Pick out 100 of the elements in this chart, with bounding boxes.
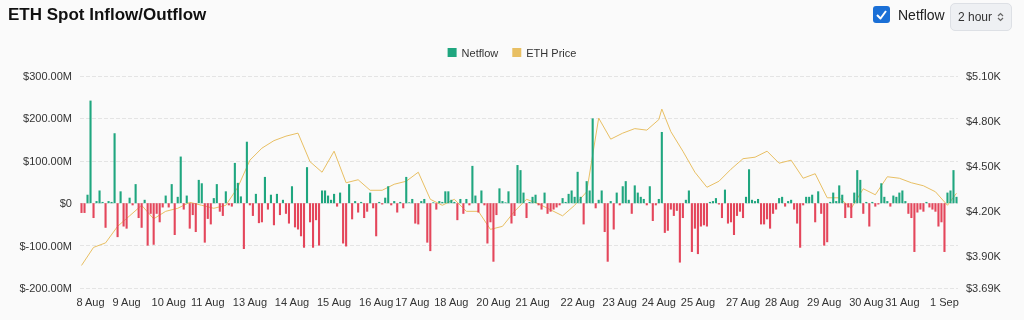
bar xyxy=(919,203,922,210)
bar xyxy=(215,184,218,204)
bar xyxy=(868,203,871,227)
bar xyxy=(952,170,955,204)
bar xyxy=(182,203,185,210)
bar xyxy=(937,203,940,227)
bar xyxy=(775,203,778,210)
bar xyxy=(336,203,339,207)
chart-title: ETH Spot Inflow/Outflow xyxy=(8,5,207,25)
bar xyxy=(405,176,408,204)
bar xyxy=(615,192,618,204)
bar xyxy=(170,184,173,204)
bar xyxy=(146,203,149,246)
x-tick-label: 15 Aug xyxy=(316,295,352,308)
y2-tick-label: $3.90K xyxy=(966,250,1002,263)
bar xyxy=(480,190,483,204)
bar xyxy=(263,176,266,204)
bar xyxy=(612,203,615,230)
bar xyxy=(618,203,621,206)
bar xyxy=(799,203,802,248)
bar xyxy=(92,203,95,219)
bar xyxy=(317,203,321,246)
bar xyxy=(321,190,324,204)
bar xyxy=(826,203,829,243)
bar xyxy=(741,203,745,219)
bar xyxy=(113,133,116,204)
x-tick-label: 23 Aug xyxy=(602,295,637,308)
bar xyxy=(696,203,699,255)
bar xyxy=(224,191,227,204)
bar xyxy=(645,203,648,206)
x-tick-label: 25 Aug xyxy=(680,295,716,308)
bar xyxy=(922,203,925,212)
x-tick-label: 17 Aug xyxy=(395,295,430,308)
bar xyxy=(230,203,233,207)
bar xyxy=(363,203,366,219)
bar xyxy=(747,169,751,204)
bar xyxy=(272,203,275,226)
x-tick-label: 31 Aug xyxy=(885,295,920,308)
bar xyxy=(946,192,949,204)
bar xyxy=(233,162,236,204)
bar xyxy=(714,198,717,204)
bar xyxy=(778,198,781,204)
bar xyxy=(537,203,540,206)
bar xyxy=(856,170,859,204)
bar xyxy=(516,165,519,204)
bar xyxy=(943,203,946,252)
bar xyxy=(179,156,182,204)
y-tick-label: $0 xyxy=(59,197,72,210)
bar xyxy=(251,203,254,216)
x-tick-label: 27 Aug xyxy=(725,295,761,308)
bar xyxy=(651,203,654,222)
bar xyxy=(290,186,294,204)
bar xyxy=(880,183,883,204)
bar xyxy=(194,203,197,233)
bar xyxy=(570,190,573,204)
bar xyxy=(660,131,663,204)
bar xyxy=(293,203,297,228)
bar xyxy=(254,193,257,204)
bar xyxy=(591,118,594,204)
bar xyxy=(351,203,354,220)
y-tick-label: $300.00M xyxy=(23,70,72,82)
bar xyxy=(402,203,405,209)
y-tick-label: $200.00M xyxy=(23,112,72,125)
bar xyxy=(89,100,92,204)
bar xyxy=(357,203,360,213)
bar xyxy=(531,196,534,204)
bar xyxy=(543,192,546,204)
bar xyxy=(125,203,128,229)
y2-tick-label: $4.50K xyxy=(966,160,1002,173)
y2-tick-label: $5.10K xyxy=(966,70,1002,82)
x-tick-label: 11 Aug xyxy=(191,295,225,308)
bar xyxy=(375,203,378,237)
bar xyxy=(823,203,826,246)
bar xyxy=(414,203,417,224)
bar xyxy=(805,196,808,204)
bar xyxy=(687,190,690,204)
x-tick-label: 10 Aug xyxy=(151,295,186,308)
bar xyxy=(726,203,730,224)
bar xyxy=(98,190,101,204)
bar xyxy=(227,203,230,206)
bar xyxy=(342,203,345,244)
x-tick-label: 9 Aug xyxy=(112,295,141,308)
bar xyxy=(200,183,203,204)
bar xyxy=(444,191,447,204)
bar xyxy=(435,203,438,210)
bar xyxy=(257,203,260,224)
bar xyxy=(507,191,510,204)
x-tick-label: 13 Aug xyxy=(232,295,268,308)
bar xyxy=(131,203,134,206)
x-tick-label: 22 Aug xyxy=(560,295,595,308)
bar xyxy=(333,193,336,204)
bar xyxy=(486,203,489,244)
bar xyxy=(624,181,627,204)
bar xyxy=(245,141,248,204)
bar xyxy=(850,203,853,219)
x-tick-label: 30 Aug xyxy=(849,295,884,308)
x-tick-label: 28 Aug xyxy=(764,295,800,308)
x-tick-label: 1 Sep xyxy=(930,295,959,308)
x-tick-label: 20 Aug xyxy=(476,295,511,308)
bar xyxy=(471,165,474,204)
